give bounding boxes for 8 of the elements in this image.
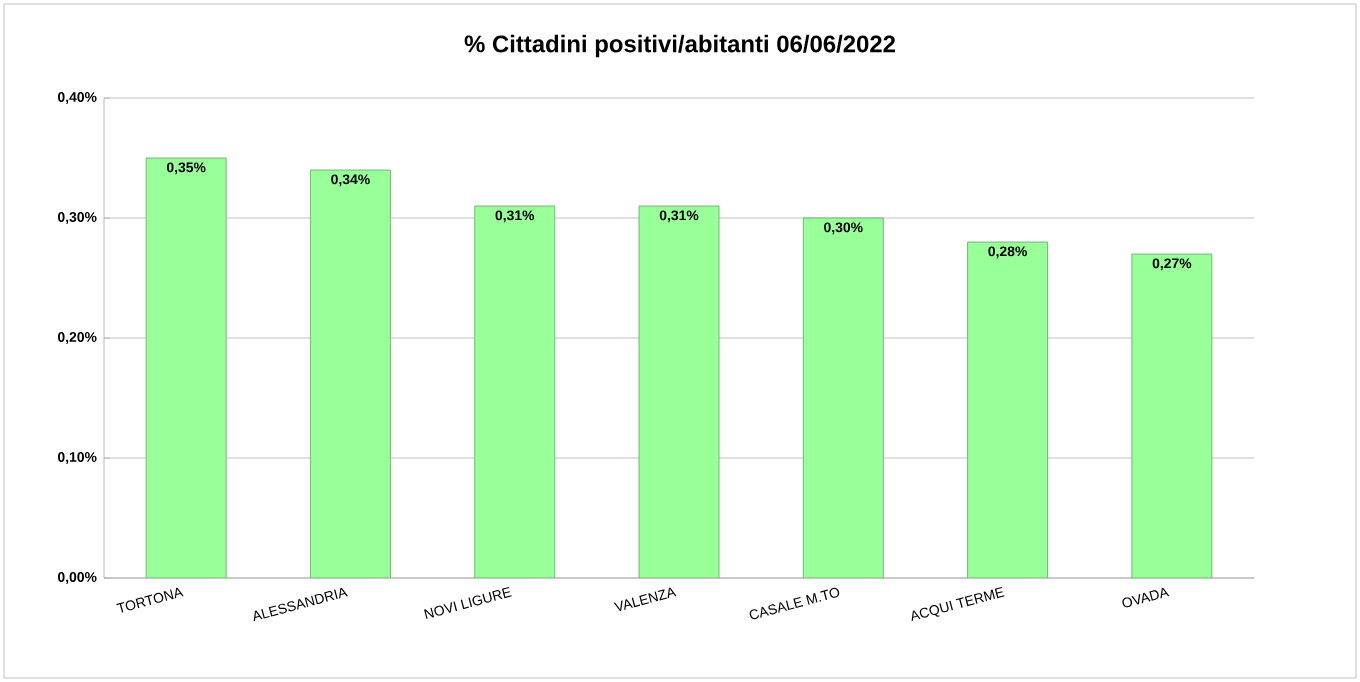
bar xyxy=(145,157,227,578)
bar xyxy=(967,241,1048,578)
bar xyxy=(638,205,720,578)
bar xyxy=(310,169,391,578)
chart-title: % Cittadini positivi/abitanti 06/06/2022 xyxy=(464,34,895,58)
bar xyxy=(474,205,556,578)
bar xyxy=(1131,253,1213,578)
bar xyxy=(802,217,884,578)
